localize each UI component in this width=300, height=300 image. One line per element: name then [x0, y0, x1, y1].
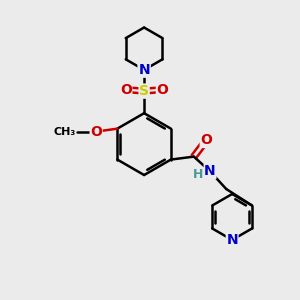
Text: CH₃: CH₃ — [53, 127, 76, 136]
Text: O: O — [90, 124, 102, 139]
Text: N: N — [138, 63, 150, 77]
Text: S: S — [139, 84, 149, 98]
Text: O: O — [120, 82, 132, 97]
Text: H: H — [193, 168, 203, 181]
Text: N: N — [204, 164, 216, 178]
Text: O: O — [200, 134, 212, 147]
Text: N: N — [138, 63, 150, 77]
Text: O: O — [156, 82, 168, 97]
Text: N: N — [226, 233, 238, 247]
